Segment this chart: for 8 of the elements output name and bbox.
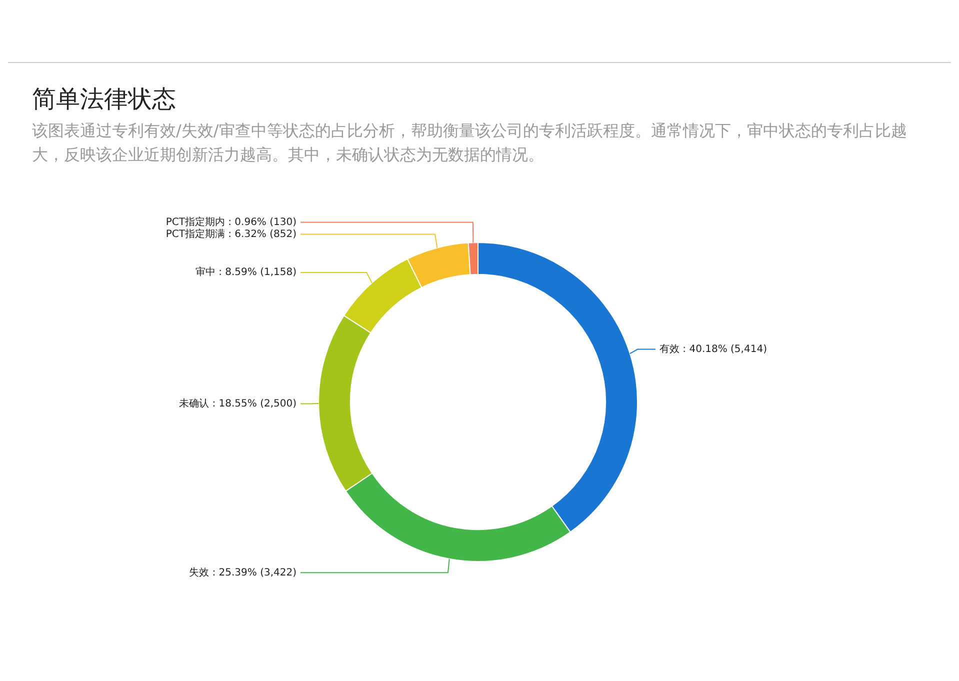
slice-label: PCT指定期满 : 6.32% (852) [166,228,297,240]
slice-label: 未确认 : 18.55% (2,500) [179,397,297,410]
chart-subtitle: 该图表通过专利有效/失效/审查中等状态的占比分析，帮助衡量该公司的专利活跃程度。通常情况下，审中状态的专利占比越大，反映该企业近期创新活力越高。其中，未确认状态为无数据的情况。 [32,120,908,166]
slice-label: PCT指定期内 : 0.96% (130) [166,216,297,228]
slice-label: 有效 : 40.18% (5,414) [660,342,768,355]
slice-label: 失效 : 25.39% (3,422) [189,566,297,578]
chart-title: 简单法律状态 [32,84,177,115]
slice-label: 审中 : 8.59% (1,158) [195,266,297,278]
